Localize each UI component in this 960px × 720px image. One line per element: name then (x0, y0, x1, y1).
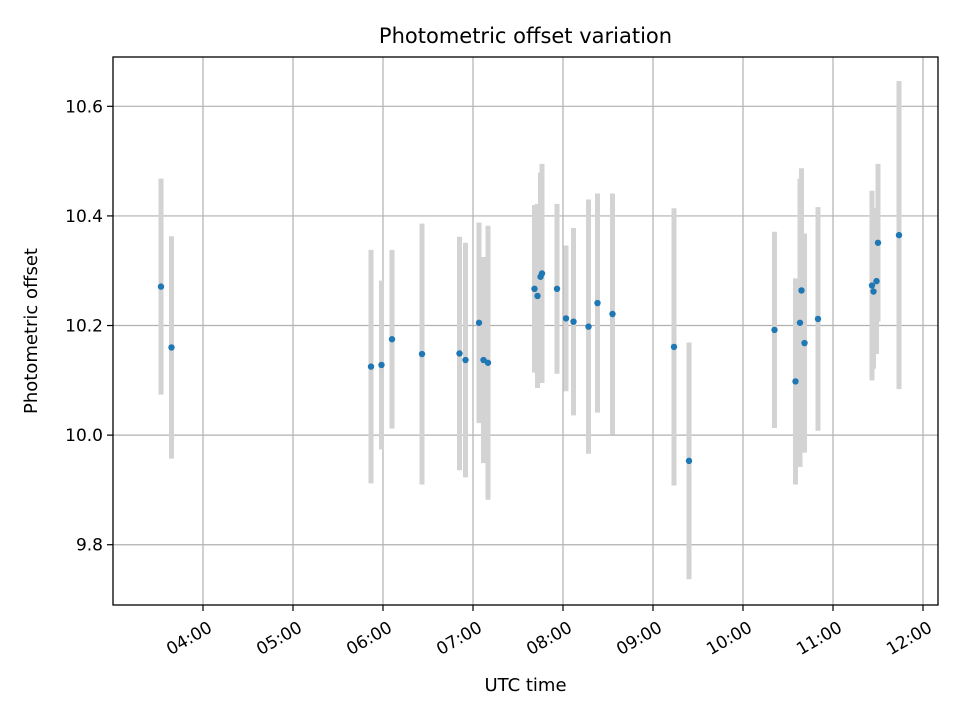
data-point (585, 323, 592, 330)
data-point (685, 457, 693, 465)
data-point (609, 310, 616, 318)
data-point (531, 285, 538, 293)
data-point (456, 350, 463, 357)
data-points (157, 231, 903, 465)
data-point (868, 282, 876, 289)
x-axis-label: UTC time (484, 675, 566, 696)
data-point (484, 359, 492, 366)
data-point (801, 339, 808, 347)
data-point (462, 356, 469, 364)
data-point (562, 315, 570, 322)
plot-frame (112, 56, 939, 606)
data-point (814, 315, 822, 323)
data-point (792, 378, 799, 385)
data-point (367, 363, 375, 370)
data-point (874, 239, 882, 246)
chart-title: Photometric offset variation (379, 24, 672, 48)
data-point (157, 283, 165, 290)
data-point (475, 319, 483, 326)
data-point (873, 277, 880, 285)
data-point (771, 326, 778, 334)
data-point (378, 361, 385, 369)
y-tick-label: 10.0 (65, 426, 103, 446)
y-tick-label: 10.4 (65, 207, 103, 227)
y-axis-label: Photometric offset (21, 248, 42, 414)
data-point (534, 292, 541, 300)
data-point (895, 231, 903, 239)
data-point (594, 299, 601, 307)
data-point (388, 336, 396, 343)
data-point (418, 350, 426, 358)
data-point (798, 287, 805, 294)
data-point (670, 343, 678, 351)
y-tick-label: 10.2 (65, 317, 103, 337)
data-point (570, 318, 577, 325)
data-point (538, 270, 546, 277)
data-point (870, 288, 877, 295)
data-point (168, 344, 175, 351)
data-point (796, 319, 804, 326)
y-tick-label: 9.8 (76, 536, 103, 556)
y-tick-label: 10.6 (65, 97, 103, 117)
data-point (553, 285, 561, 293)
